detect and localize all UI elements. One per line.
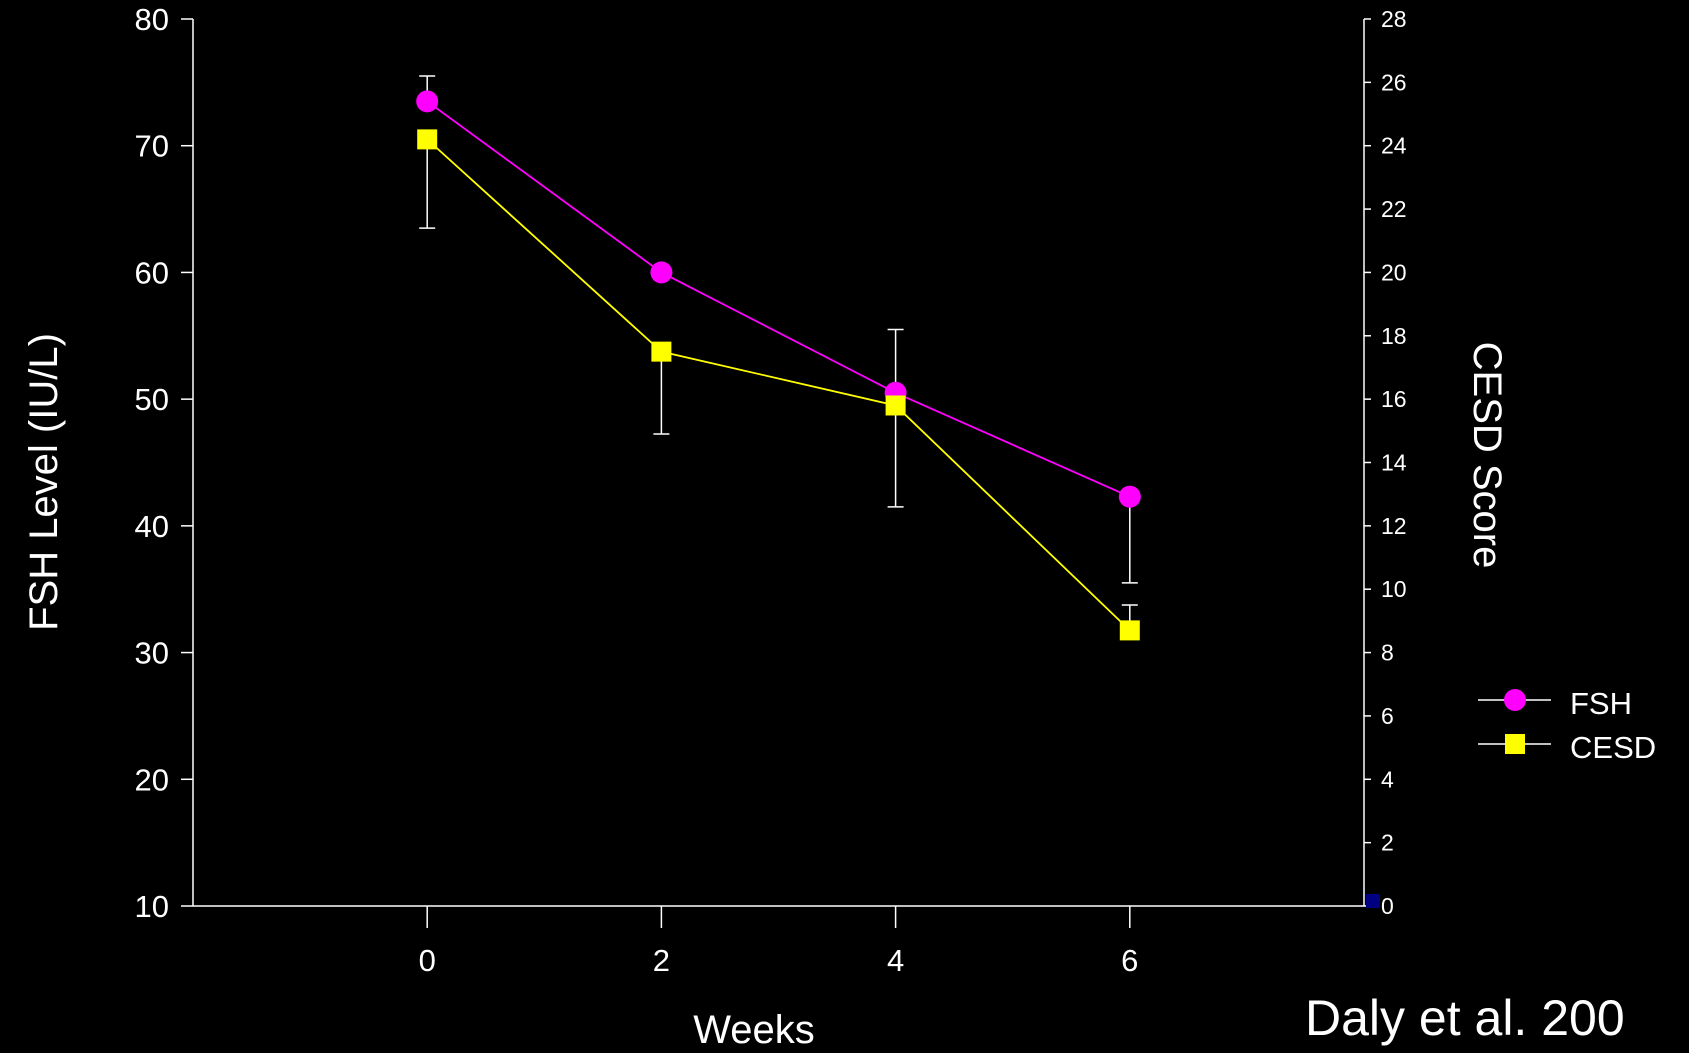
y2-tick-label: 0 <box>1381 893 1394 919</box>
axis-corner-marker <box>1366 894 1380 908</box>
x-tick-label: 6 <box>1121 943 1138 978</box>
legend-item-cesd: CESD <box>1478 730 1656 765</box>
y2-tick-label: 24 <box>1381 133 1407 159</box>
fsh-point <box>1118 485 1141 508</box>
left-axis-ticks: 10 20 30 40 50 60 70 80 <box>135 2 193 924</box>
legend-item-fsh: FSH <box>1478 686 1632 721</box>
y2-tick-label: 4 <box>1381 766 1394 792</box>
y-tick-label: 60 <box>135 255 169 290</box>
y2-tick-label: 20 <box>1381 259 1407 285</box>
y2-tick-label: 26 <box>1381 69 1407 95</box>
cesd-point <box>651 341 672 362</box>
y2-axis-title: CESD Score <box>1465 342 1509 569</box>
y-tick-label: 50 <box>135 382 169 417</box>
x-tick-label: 0 <box>419 943 436 978</box>
x-axis-ticks: 0 2 4 6 <box>419 906 1138 978</box>
y2-tick-label: 18 <box>1381 323 1407 349</box>
y2-tick-label: 10 <box>1381 576 1407 602</box>
x-tick-label: 4 <box>887 943 904 978</box>
fsh-series-line <box>426 100 1131 498</box>
cesd-point <box>1119 620 1140 641</box>
series-markers <box>416 90 1141 641</box>
series-lines <box>426 100 1131 632</box>
x-tick-label: 2 <box>653 943 670 978</box>
fsh-point <box>650 261 673 284</box>
citation: Daly et al. 200 <box>1305 990 1625 1046</box>
cesd-point <box>885 395 906 416</box>
y2-tick-label: 14 <box>1381 450 1407 476</box>
legend-cesd-marker <box>1505 734 1525 754</box>
legend: FSH CESD <box>1478 686 1656 765</box>
y2-tick-label: 28 <box>1381 6 1407 32</box>
cesd-point <box>417 129 438 150</box>
y-tick-label: 70 <box>135 129 169 164</box>
y2-tick-label: 6 <box>1381 703 1394 729</box>
y-tick-label: 20 <box>135 762 169 797</box>
cesd-series-line <box>426 138 1131 632</box>
y2-tick-label: 8 <box>1381 640 1394 666</box>
y2-tick-label: 16 <box>1381 386 1407 412</box>
legend-fsh-label: FSH <box>1570 686 1632 721</box>
y-tick-label: 40 <box>135 509 169 544</box>
y-tick-label: 30 <box>135 636 169 671</box>
legend-fsh-marker <box>1504 689 1526 711</box>
error-bars <box>419 75 1138 631</box>
y-axis-title: FSH Level (IU/L) <box>22 333 66 631</box>
legend-cesd-label: CESD <box>1570 730 1656 765</box>
y2-tick-label: 12 <box>1381 513 1407 539</box>
y2-tick-label: 22 <box>1381 196 1407 222</box>
y2-tick-label: 2 <box>1381 830 1394 856</box>
x-axis-title: Weeks <box>693 1008 815 1052</box>
y-tick-label: 80 <box>135 2 169 37</box>
fsh-point <box>416 90 439 113</box>
y-tick-label: 10 <box>135 889 169 924</box>
